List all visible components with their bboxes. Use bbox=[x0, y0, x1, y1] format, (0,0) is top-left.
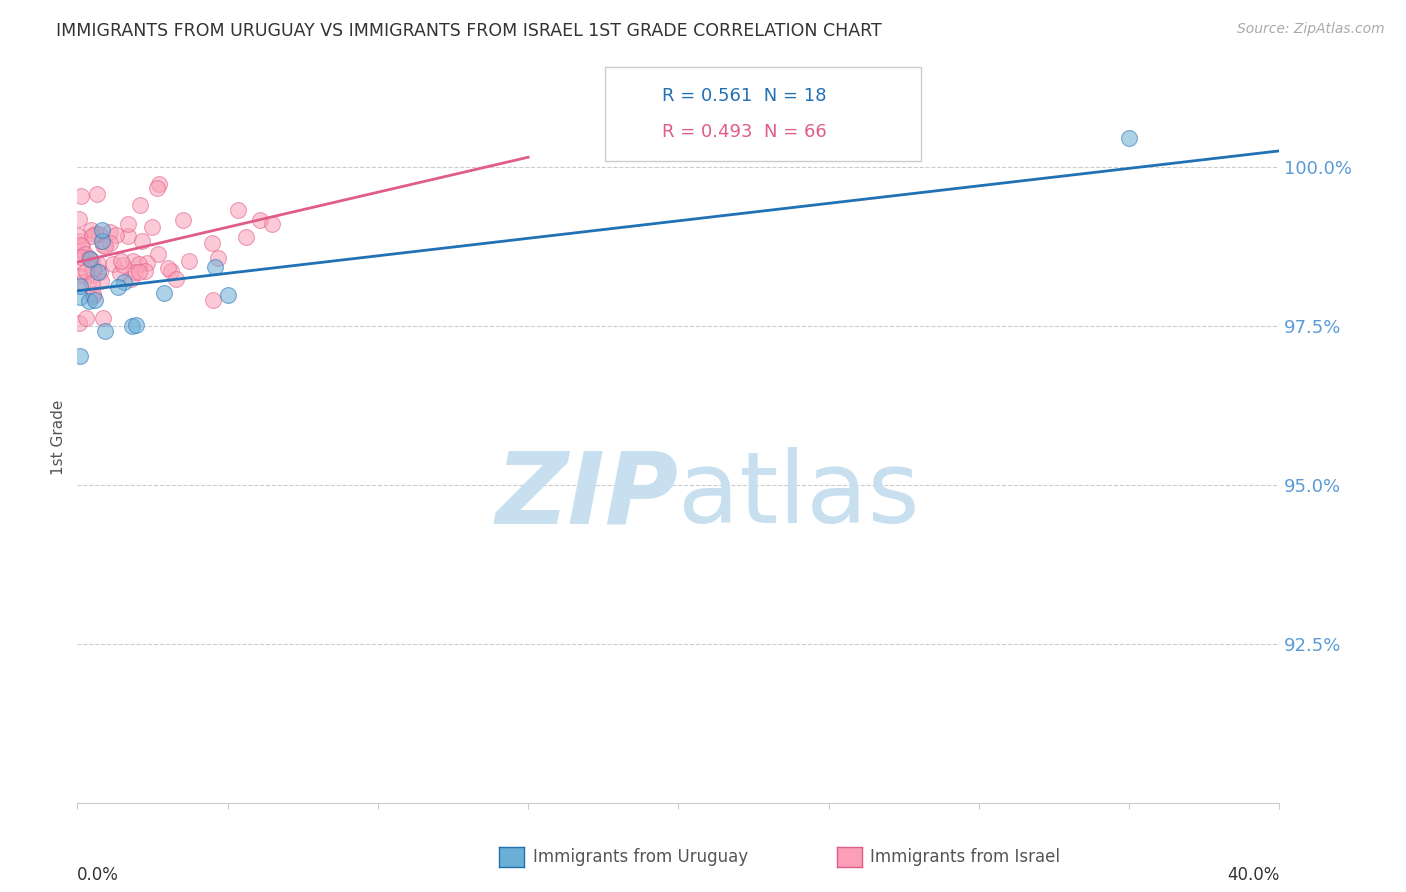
Point bbox=[69, 256, 91, 270]
Point bbox=[82, 289, 104, 303]
Point bbox=[179, 253, 201, 268]
Point bbox=[128, 257, 150, 271]
Point bbox=[70, 239, 93, 253]
Point bbox=[67, 228, 90, 243]
Point bbox=[124, 265, 146, 279]
Point bbox=[67, 316, 90, 330]
Point bbox=[83, 227, 105, 241]
Point bbox=[70, 250, 93, 264]
Point bbox=[75, 264, 97, 278]
Text: R = 0.561  N = 18: R = 0.561 N = 18 bbox=[662, 87, 827, 105]
Point bbox=[249, 212, 271, 227]
Point bbox=[121, 254, 143, 268]
Point bbox=[201, 293, 224, 307]
Point bbox=[148, 178, 170, 192]
Point bbox=[134, 264, 156, 278]
Text: ZIP: ZIP bbox=[495, 447, 679, 544]
Point bbox=[146, 247, 169, 261]
Point bbox=[128, 264, 150, 278]
Text: atlas: atlas bbox=[679, 447, 920, 544]
Point bbox=[141, 220, 163, 235]
Point bbox=[91, 238, 114, 252]
Point bbox=[67, 235, 90, 249]
Point bbox=[80, 277, 103, 291]
Point bbox=[90, 274, 112, 288]
Point bbox=[94, 324, 117, 338]
Point bbox=[82, 228, 104, 243]
Point bbox=[117, 217, 139, 231]
Point bbox=[110, 254, 132, 268]
Point bbox=[75, 247, 97, 261]
Point bbox=[201, 235, 224, 250]
Point bbox=[87, 257, 110, 271]
Point bbox=[107, 280, 129, 294]
Point bbox=[217, 287, 239, 301]
Point bbox=[121, 319, 143, 334]
Point bbox=[165, 272, 187, 286]
Point bbox=[69, 279, 91, 293]
Point bbox=[67, 268, 90, 283]
Point bbox=[82, 268, 104, 282]
Point bbox=[87, 227, 110, 241]
Point bbox=[146, 181, 169, 195]
Point bbox=[87, 265, 110, 279]
Text: Immigrants from Uruguay: Immigrants from Uruguay bbox=[533, 848, 748, 866]
Text: IMMIGRANTS FROM URUGUAY VS IMMIGRANTS FROM ISRAEL 1ST GRADE CORRELATION CHART: IMMIGRANTS FROM URUGUAY VS IMMIGRANTS FR… bbox=[56, 22, 882, 40]
Point bbox=[67, 211, 90, 226]
Point bbox=[72, 275, 94, 289]
Point bbox=[135, 256, 157, 270]
Point bbox=[110, 266, 132, 280]
Point bbox=[101, 257, 124, 271]
Text: Source: ZipAtlas.com: Source: ZipAtlas.com bbox=[1237, 22, 1385, 37]
Point bbox=[77, 293, 100, 308]
Point bbox=[89, 265, 111, 279]
Point bbox=[112, 275, 135, 289]
Point bbox=[69, 349, 91, 363]
Point bbox=[207, 252, 229, 266]
Point bbox=[120, 272, 142, 286]
Point bbox=[94, 238, 117, 252]
Point bbox=[86, 186, 108, 201]
Point bbox=[91, 311, 114, 326]
Point bbox=[69, 290, 91, 304]
Point bbox=[82, 262, 104, 277]
Point bbox=[172, 212, 194, 227]
Point bbox=[75, 311, 97, 326]
Point bbox=[228, 203, 250, 218]
Point bbox=[131, 234, 153, 248]
Point bbox=[79, 223, 101, 237]
Point bbox=[235, 229, 257, 244]
Point bbox=[260, 217, 283, 231]
Point bbox=[111, 258, 134, 272]
Point bbox=[77, 251, 100, 265]
Point bbox=[156, 261, 179, 276]
Y-axis label: 1st Grade: 1st Grade bbox=[51, 400, 66, 475]
Point bbox=[80, 254, 103, 268]
Text: R = 0.493  N = 66: R = 0.493 N = 66 bbox=[662, 123, 827, 141]
Point bbox=[100, 236, 122, 251]
Point bbox=[82, 287, 104, 301]
Point bbox=[129, 198, 152, 212]
Point bbox=[98, 225, 121, 239]
Text: 0.0%: 0.0% bbox=[77, 866, 120, 884]
Point bbox=[104, 228, 127, 243]
Point bbox=[125, 318, 148, 333]
Text: 40.0%: 40.0% bbox=[1227, 866, 1279, 884]
Point bbox=[83, 293, 105, 308]
Point bbox=[70, 189, 93, 203]
Point bbox=[153, 285, 176, 300]
Point bbox=[117, 228, 139, 243]
Text: Immigrants from Israel: Immigrants from Israel bbox=[870, 848, 1060, 866]
Point bbox=[70, 238, 93, 252]
Point bbox=[91, 234, 114, 248]
Point bbox=[160, 264, 183, 278]
Point bbox=[91, 223, 114, 237]
Point bbox=[79, 252, 101, 267]
Point bbox=[1118, 130, 1140, 145]
Point bbox=[204, 260, 226, 274]
